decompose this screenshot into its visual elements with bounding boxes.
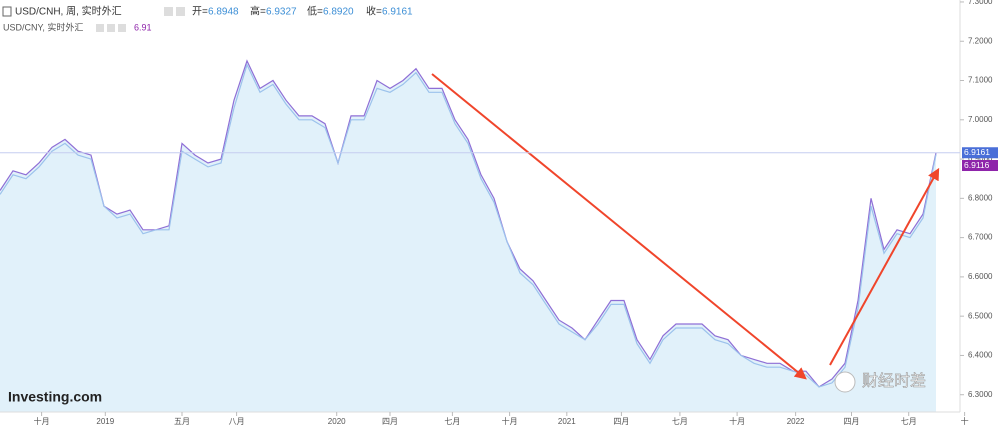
icon[interactable] [96,24,104,32]
x-tick-label: 十月 [34,416,50,426]
plot-area [0,59,937,413]
price2: 6.91 [134,22,152,32]
x-tick-label: 七月 [901,417,917,426]
y-tick-label: 7.1000 [968,76,993,85]
y-tick-label: 6.5000 [968,311,993,320]
area-fill [0,60,937,413]
x-tick-label: 十月 [729,416,745,426]
icon[interactable] [118,24,126,32]
low-label: 低= [307,5,323,18]
x-tick-label: 2019 [96,417,114,426]
y-tick-label: 7.0000 [968,115,993,124]
x-tick-label: 七月 [672,417,688,426]
last-price-label: 6.9116 [964,160,990,170]
close-label: 收= [366,5,382,18]
trend-arrow-up [829,167,940,366]
logo: Investing.com [8,389,102,405]
watermark: 财经时差 [862,372,926,390]
y-tick-label: 7.2000 [968,36,993,45]
last-price-box [962,160,998,172]
trend-arrow-down [431,73,807,380]
x-tick-label: 十 [961,416,969,426]
x-tick-label: 四月 [613,417,629,426]
y-tick-label: 6.7000 [968,233,993,242]
y-tick-label: 6.8000 [968,193,993,202]
y-tick-label: 6.3000 [968,390,993,399]
icon[interactable] [107,24,115,32]
high-label: 高= [250,5,266,18]
low: 6.8920 [323,7,354,18]
open-label: 开= [192,7,208,18]
x-tick-label: 十月 [502,416,518,426]
y-tick-label: 6.6000 [968,272,993,281]
x-tick-label: 七月 [444,417,460,426]
collapse-icon[interactable] [2,6,12,17]
last-price-box [962,147,998,159]
close-icon[interactable] [176,7,185,16]
symbol: USD/CNH, 周, 实时外汇 [15,5,122,18]
y-tick-label: 6.9000 [968,154,993,163]
x-tick-label: 五月 [174,417,190,426]
last-price-label: 6.9161 [964,147,990,157]
x-tick-label: 四月 [844,417,860,426]
x-tick-label: 2020 [328,417,346,426]
high: 6.9327 [266,7,297,18]
x-tick-label: 八月 [229,417,245,426]
wechat-icon [834,371,856,393]
x-tick-label: 四月 [382,417,398,426]
open: 6.8948 [208,7,239,18]
y-tick-label: 7.3000 [968,0,993,6]
symbol2: USD/CNY, 实时外汇 [3,21,83,32]
settings-icon[interactable] [164,7,173,16]
x-tick-label: 2022 [787,417,805,426]
price-line [0,63,937,388]
close: 6.9161 [382,7,413,18]
x-tick-label: 2021 [558,417,576,426]
y-tick-label: 6.4000 [968,351,993,360]
